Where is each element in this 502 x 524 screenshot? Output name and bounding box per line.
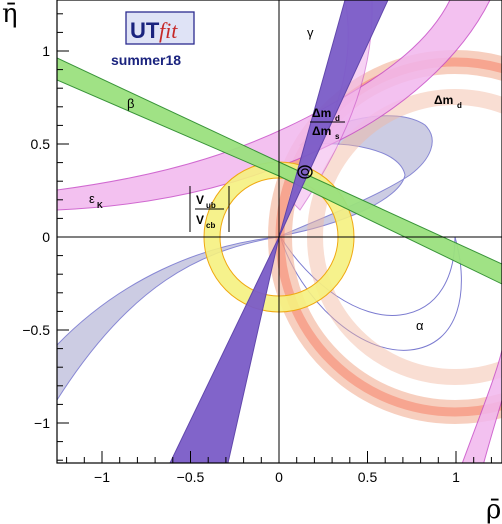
x-tick-label: −0.5 [177, 469, 205, 485]
epsk-band-lower [461, 349, 502, 463]
label-ratio-den-sub: s [335, 132, 340, 141]
label-ratio-num: Δm [312, 106, 331, 120]
label-dmd: Δm d [434, 93, 462, 110]
alpha-ring [279, 235, 462, 351]
label-epsk-main: ε [89, 191, 95, 206]
label-vub-sub: ub [206, 201, 216, 210]
label-vub-vcb: V ub V cb [189, 186, 230, 232]
y-axis-title: η̄ [2, 0, 18, 29]
plot-area [57, 0, 502, 463]
label-vcb-main: V [196, 213, 204, 227]
logo-ut: UT [130, 18, 160, 43]
label-epsk: ε K [89, 191, 103, 210]
x-axis-title: ρ̄ [486, 495, 501, 524]
label-vcb-sub: cb [206, 221, 215, 230]
label-ratio: Δm d Δm s [310, 106, 345, 141]
y-tick-label: −0.5 [22, 322, 50, 338]
alpha-ring-inner [279, 235, 456, 316]
x-tick-label: 0.5 [358, 469, 378, 485]
logo-fit: fit [159, 18, 178, 43]
label-beta: β [127, 96, 134, 111]
y-tick-label: 0 [42, 229, 50, 245]
label-gamma: γ [307, 25, 314, 40]
label-dmd-sub: d [457, 101, 462, 110]
label-vub-main: V [196, 193, 204, 207]
y-tick-label: 1 [42, 43, 50, 59]
label-alpha: α [416, 318, 424, 333]
utfit-logo: UT fit summer18 [111, 11, 195, 68]
logo-edition: summer18 [111, 52, 181, 68]
label-ratio-num-sub: d [335, 114, 340, 123]
logo-box [125, 11, 195, 45]
fit-contour-outer [297, 165, 313, 179]
y-ticks: −1 −0.5 0 0.5 1 [22, 13, 69, 461]
gamma-band [169, 0, 389, 463]
y-tick-label: −1 [34, 415, 50, 431]
x-tick-label: −1 [94, 469, 110, 485]
fit-contour-inner [300, 168, 310, 176]
x-tick-label: 0 [275, 469, 283, 485]
y-tick-label: 0.5 [31, 136, 51, 152]
label-dmd-main: Δm [434, 93, 453, 107]
x-ticks: −1 −0.5 0 0.5 1 [66, 451, 492, 485]
label-ratio-den: Δm [312, 124, 331, 138]
x-tick-label: 1 [452, 469, 460, 485]
label-epsk-sub: K [97, 201, 103, 210]
